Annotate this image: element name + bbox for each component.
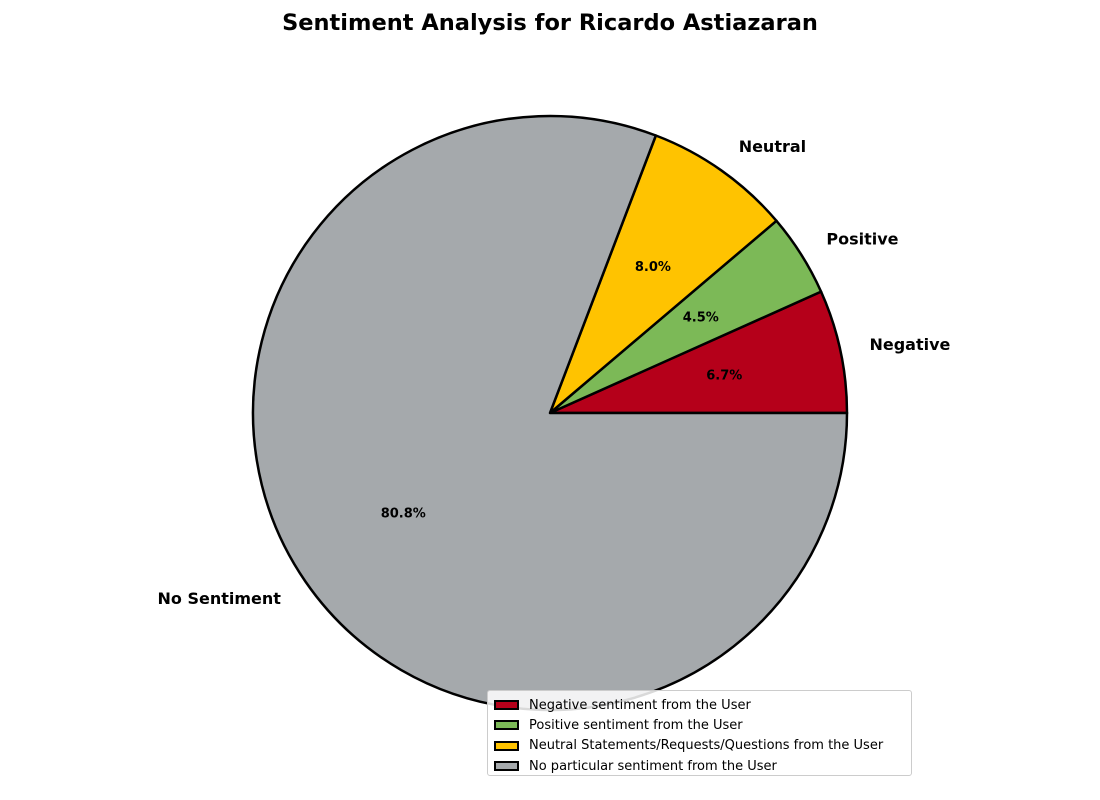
pie-slice-no-sentiment <box>251 114 849 712</box>
legend-label-no-sentiment: No particular sentiment from the User <box>529 758 777 774</box>
legend-label-negative: Negative sentiment from the User <box>529 697 751 713</box>
slice-label-positive: Positive <box>826 229 898 248</box>
legend-label-positive: Positive sentiment from the User <box>529 717 743 733</box>
pie-slice-neutral <box>548 134 778 415</box>
pct-label-positive: 4.5% <box>683 310 719 325</box>
slice-label-neutral: Neutral <box>739 137 806 156</box>
chart-title: Sentiment Analysis for Ricardo Astiazara… <box>282 10 818 36</box>
pct-label-neutral: 8.0% <box>635 260 671 275</box>
legend-item-no-sentiment: No particular sentiment from the User <box>492 756 911 776</box>
slice-label-negative: Negative <box>869 335 950 354</box>
pct-label-negative: 6.7% <box>706 368 742 383</box>
pie-slice-negative <box>548 290 849 415</box>
legend-swatch-no-sentiment <box>494 761 519 772</box>
pct-label-no-sentiment: 80.8% <box>381 507 426 522</box>
legend-item-negative: Negative sentiment from the User <box>492 695 911 715</box>
legend-item-positive: Positive sentiment from the User <box>492 715 911 735</box>
legend-swatch-negative <box>494 700 519 711</box>
slice-label-no-sentiment: No Sentiment <box>158 589 282 608</box>
legend-swatch-positive <box>494 720 519 731</box>
legend-swatch-neutral <box>494 740 519 751</box>
legend-item-neutral: Neutral Statements/Requests/Questions fr… <box>492 736 911 756</box>
legend-label-neutral: Neutral Statements/Requests/Questions fr… <box>529 738 884 754</box>
legend: Negative sentiment from the User Positiv… <box>487 690 912 776</box>
